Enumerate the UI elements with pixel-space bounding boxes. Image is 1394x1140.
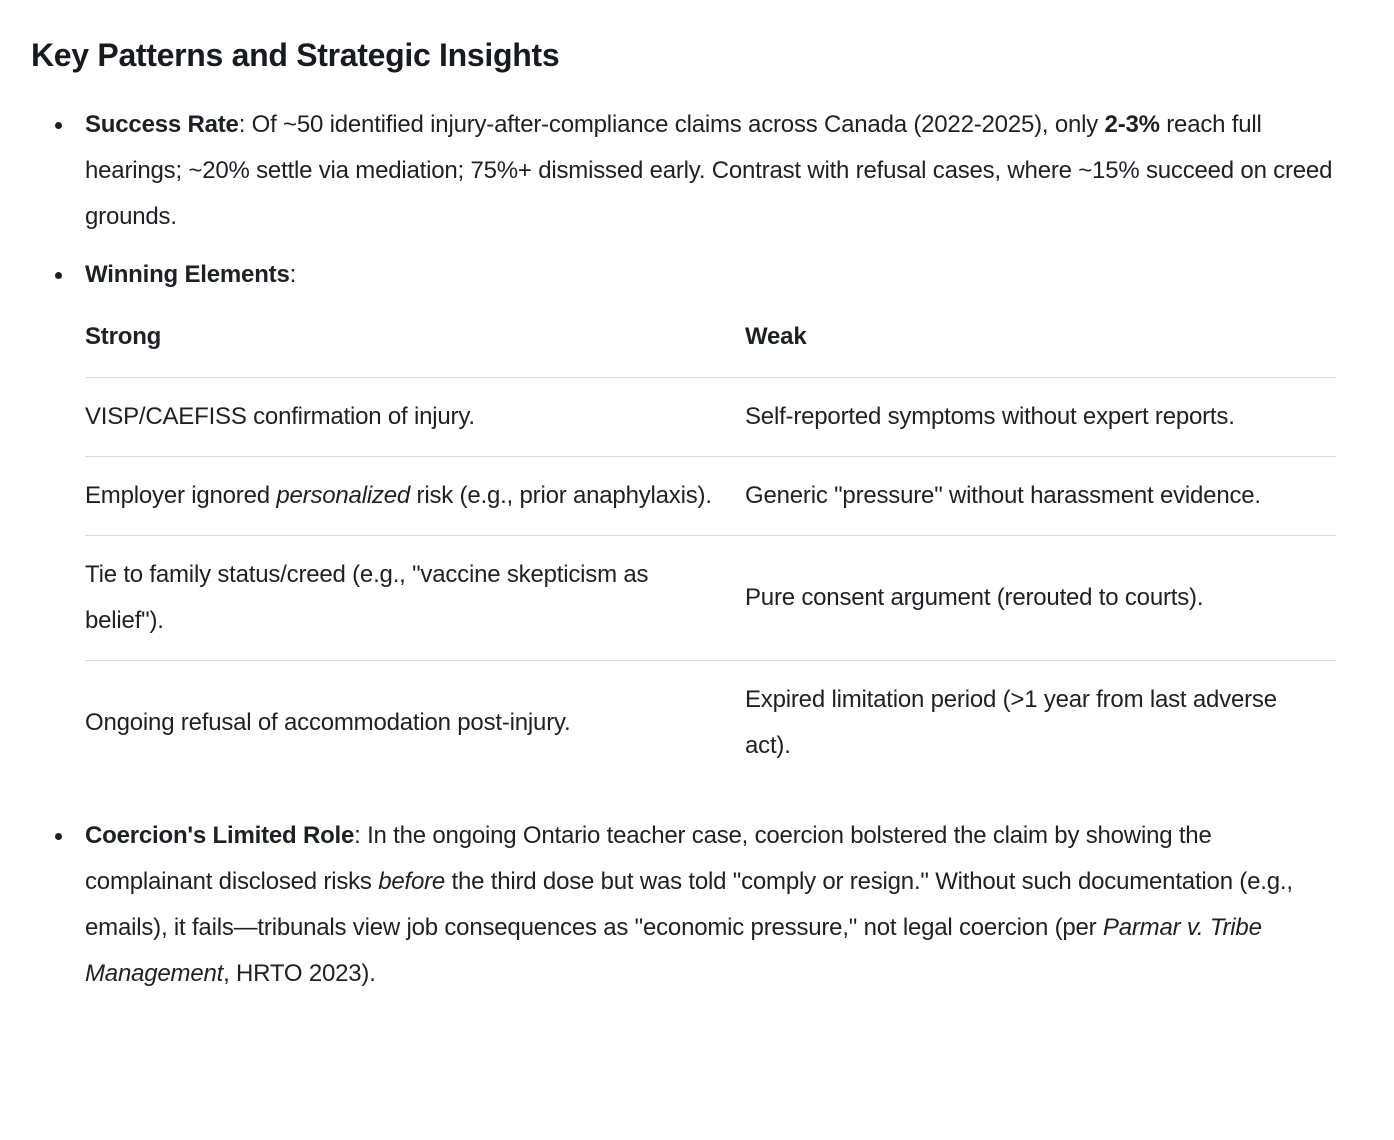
table-cell: Pure consent argument (rerouted to court…: [745, 535, 1336, 661]
bullet-icon: [55, 272, 62, 279]
list-item-success-rate: Success Rate: Of ~50 identified injury-a…: [31, 102, 1338, 240]
italic-text: before: [378, 868, 446, 895]
table-cell: Expired limitation period (>1 year from …: [745, 661, 1336, 786]
table-cell: Self-reported symptoms without expert re…: [745, 377, 1336, 457]
table-header-strong: Strong: [85, 314, 745, 378]
table-row: Employer ignored personalized risk (e.g.…: [85, 456, 1336, 536]
bold-text: 2-3%: [1104, 111, 1160, 138]
text: Pure consent argument (rerouted to court…: [745, 584, 1204, 611]
text: : In the ongoing Ontario teacher case, c…: [85, 822, 1212, 895]
table-cell: Tie to family status/creed (e.g., "vacci…: [85, 535, 745, 661]
italic-text: Parmar v. Tribe Management: [85, 914, 1262, 987]
text: the third dose but was told "comply or r…: [85, 868, 1293, 941]
bullet-icon: [55, 833, 62, 840]
table-row: Ongoing refusal of accommodation post-in…: [85, 661, 1336, 786]
italic-text: personalized: [276, 482, 411, 509]
text: Employer ignored: [85, 482, 277, 509]
list-item-text: Winning Elements:: [85, 261, 296, 288]
text: Expired limitation period (>1 year from …: [745, 686, 1277, 759]
table-cell: Generic "pressure" without harassment ev…: [745, 456, 1336, 536]
table-row: Tie to family status/creed (e.g., "vacci…: [85, 535, 1336, 661]
table-cell: Employer ignored personalized risk (e.g.…: [85, 456, 745, 536]
text: :: [289, 261, 297, 288]
text: Tie to family status/creed (e.g., "vacci…: [85, 561, 649, 634]
text: risk (e.g., prior anaphylaxis).: [410, 482, 712, 509]
text: Ongoing refusal of accommodation post-in…: [85, 709, 571, 736]
winning-elements-table: Strong Weak VISP/CAEFISS confirmation of i…: [85, 314, 1336, 785]
text: reach full hearings; ~20% settle via med…: [85, 111, 1333, 230]
list-item-text: Coercion's Limited Role: In the ongoing …: [85, 822, 1293, 987]
list-item-coercions-limited-role: Coercion's Limited Role: In the ongoing …: [31, 813, 1338, 997]
bold-text: Success Rate: [85, 111, 239, 138]
insights-list: Success Rate: Of ~50 identified injury-a…: [31, 102, 1338, 997]
page-title: Key Patterns and Strategic Insights: [31, 37, 560, 73]
bold-text: Winning Elements: [85, 261, 290, 288]
table-cell: VISP/CAEFISS confirmation of injury.: [85, 377, 745, 457]
table-cell: Ongoing refusal of accommodation post-in…: [85, 661, 745, 786]
bold-text: Coercion's Limited Role: [85, 822, 355, 849]
table-header-weak: Weak: [745, 314, 1336, 378]
list-item-winning-elements: Winning Elements: Strong Weak VISP/CAEFISS …: [31, 252, 1338, 785]
table-header-row: Strong Weak: [85, 314, 1336, 378]
bullet-icon: [55, 122, 62, 129]
text: , HRTO 2023).: [223, 960, 376, 987]
table-row: VISP/CAEFISS confirmation of injury. Self…: [85, 377, 1336, 457]
text: Generic "pressure" without harassment ev…: [745, 482, 1261, 509]
document-body: Key Patterns and Strategic Insights Succ…: [31, 37, 1338, 997]
text: Self-reported symptoms without expert re…: [745, 403, 1235, 430]
list-item-text: Success Rate: Of ~50 identified injury-a…: [85, 111, 1332, 230]
text: : Of ~50 identified injury-after-complia…: [238, 111, 1105, 138]
text: VISP/CAEFISS confirmation of injury.: [85, 403, 475, 430]
